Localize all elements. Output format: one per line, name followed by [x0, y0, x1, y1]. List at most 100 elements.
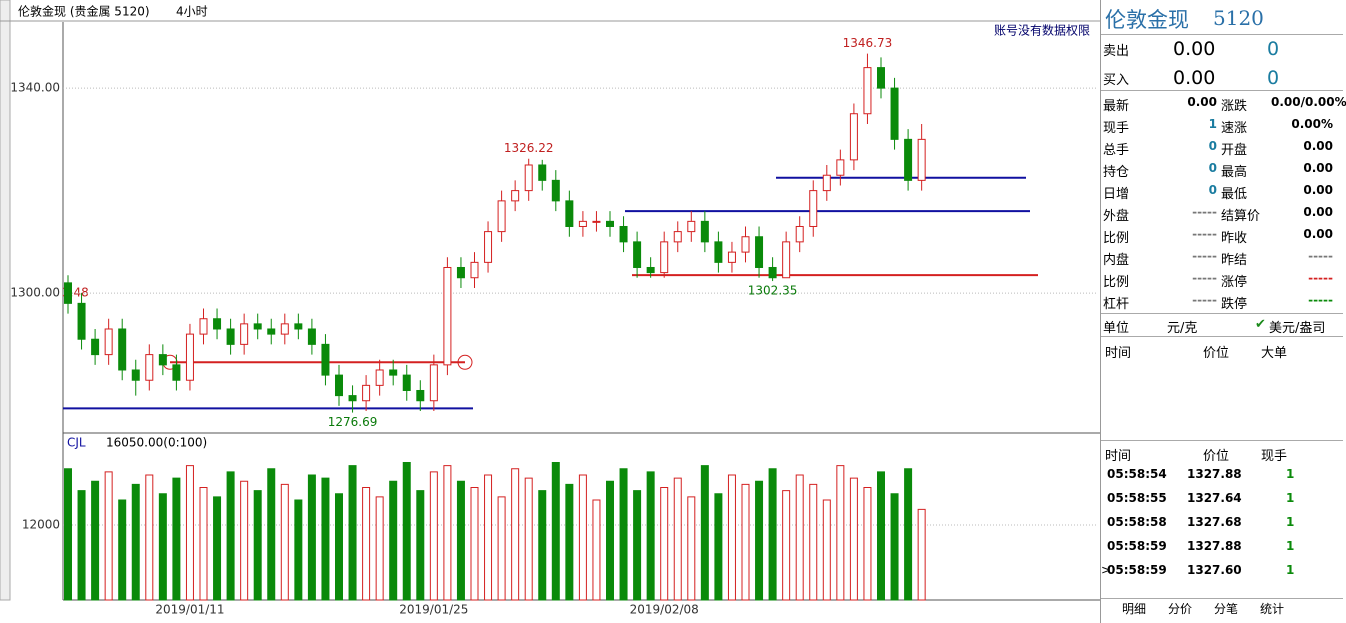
volume-bar: [633, 490, 642, 601]
x-tick-label: 2019/02/08: [630, 603, 699, 617]
buy-label: 买入: [1103, 73, 1130, 88]
volume-bar: [199, 487, 208, 601]
field-label: 比例: [1103, 231, 1130, 246]
volume-bar: [321, 477, 330, 601]
candle-body: [362, 384, 371, 402]
field-label: 涨停: [1221, 275, 1248, 290]
volume-bar: [646, 471, 655, 601]
field-value: -----: [1192, 293, 1217, 307]
volume-bar: [809, 483, 818, 601]
ticks-header: 时间: [1105, 449, 1132, 464]
field-value: 0.00: [1303, 205, 1333, 219]
candle-body: [321, 343, 330, 376]
candle-body: [185, 333, 194, 381]
field-value: 0.00/0.00%: [1271, 95, 1346, 109]
volume-bar: [524, 477, 533, 601]
buy-volume: 0: [1267, 67, 1280, 89]
candle-body: [335, 374, 343, 397]
buy-price: 0.00: [1173, 67, 1216, 89]
field-value: 0.00: [1303, 183, 1333, 197]
tick-volume: 1: [1286, 539, 1295, 553]
field-value: -----: [1192, 227, 1217, 241]
candle-body: [714, 241, 723, 263]
tick-price: 1327.88: [1187, 539, 1242, 553]
volume-bar: [470, 487, 479, 601]
tick-price: 1327.68: [1187, 515, 1242, 529]
volume-bar: [700, 465, 709, 601]
candle-body: [280, 323, 289, 335]
candle-body: [172, 364, 181, 381]
volume-bar: [77, 490, 86, 601]
field-value: 0: [1208, 183, 1217, 197]
unit-option[interactable]: 美元/盎司: [1269, 321, 1326, 336]
volume-bar: [335, 493, 343, 601]
tick-volume: 1: [1286, 491, 1295, 505]
candle-body: [782, 241, 791, 279]
candle-body: [267, 328, 276, 335]
field-label: 跌停: [1221, 297, 1248, 312]
volume-bar: [619, 468, 628, 601]
candle-body: [118, 328, 127, 371]
volume-bar: [185, 465, 194, 601]
candle-body: [158, 354, 167, 366]
field-value: 0.00: [1303, 139, 1333, 153]
volume-bar: [307, 474, 316, 601]
candle-body: [578, 220, 587, 227]
candle-body: [443, 266, 452, 366]
candle-body: [511, 190, 520, 202]
unit-option[interactable]: 元/克: [1167, 321, 1198, 336]
tab[interactable]: 分价: [1168, 602, 1193, 616]
volume-bar: [348, 465, 357, 601]
tab[interactable]: 统计: [1260, 602, 1285, 616]
tick-time: 05:58:59: [1107, 539, 1167, 553]
candle-body: [700, 220, 709, 243]
volume-bar: [280, 483, 289, 601]
candle-body: [606, 220, 614, 227]
volume-bar: [768, 468, 777, 601]
volume-bar: [104, 471, 113, 601]
tab[interactable]: 分笔: [1214, 602, 1239, 616]
volume-bar: [660, 487, 669, 601]
candle-body: [470, 261, 479, 279]
notice: 账号没有数据权限: [994, 23, 1090, 38]
field-label: 外盘: [1103, 209, 1130, 224]
candle-body: [226, 328, 235, 345]
candle-body: [348, 395, 357, 402]
volume-bar: [158, 493, 167, 601]
candle-body: [849, 113, 858, 161]
divider: [1101, 34, 1343, 35]
volume-bar: [226, 471, 235, 601]
volume-bar: [429, 471, 438, 601]
volume-bar: [606, 480, 614, 601]
candle-body: [416, 389, 425, 402]
volume-bar: [741, 483, 750, 601]
volume-bar: [687, 496, 696, 601]
period-selector[interactable]: 4小时: [176, 5, 208, 19]
volume-bar: [362, 487, 371, 601]
candle-body: [429, 364, 438, 402]
field-label: 昨收: [1221, 231, 1248, 246]
field-value: -----: [1308, 249, 1333, 263]
tick-price: 1327.60: [1187, 563, 1242, 577]
level-marker: [457, 354, 473, 370]
volume-bar: [849, 477, 858, 601]
tick-time: 05:58:58: [1107, 515, 1167, 529]
volume-bar: [755, 480, 764, 601]
volume-bar: [877, 471, 885, 601]
candle-body: [727, 251, 736, 263]
field-value: 0: [1208, 139, 1217, 153]
x-tick-label: 2019/01/11: [155, 603, 224, 617]
big-header: 时间: [1105, 346, 1132, 361]
chart-title: 伦敦金现 (贵金属 5120): [18, 4, 150, 19]
field-value: -----: [1192, 205, 1217, 219]
field-label: 最新: [1103, 99, 1130, 114]
big-header: 价位: [1203, 346, 1230, 361]
volume-bar: [822, 499, 831, 601]
chart-bg: [0, 0, 1100, 623]
tick-volume: 1: [1286, 515, 1295, 529]
tick-time: 05:58:59: [1107, 563, 1167, 577]
price-label: 1346.73: [843, 36, 893, 50]
volume-bar: [673, 477, 682, 601]
tab[interactable]: 明细: [1122, 602, 1147, 616]
